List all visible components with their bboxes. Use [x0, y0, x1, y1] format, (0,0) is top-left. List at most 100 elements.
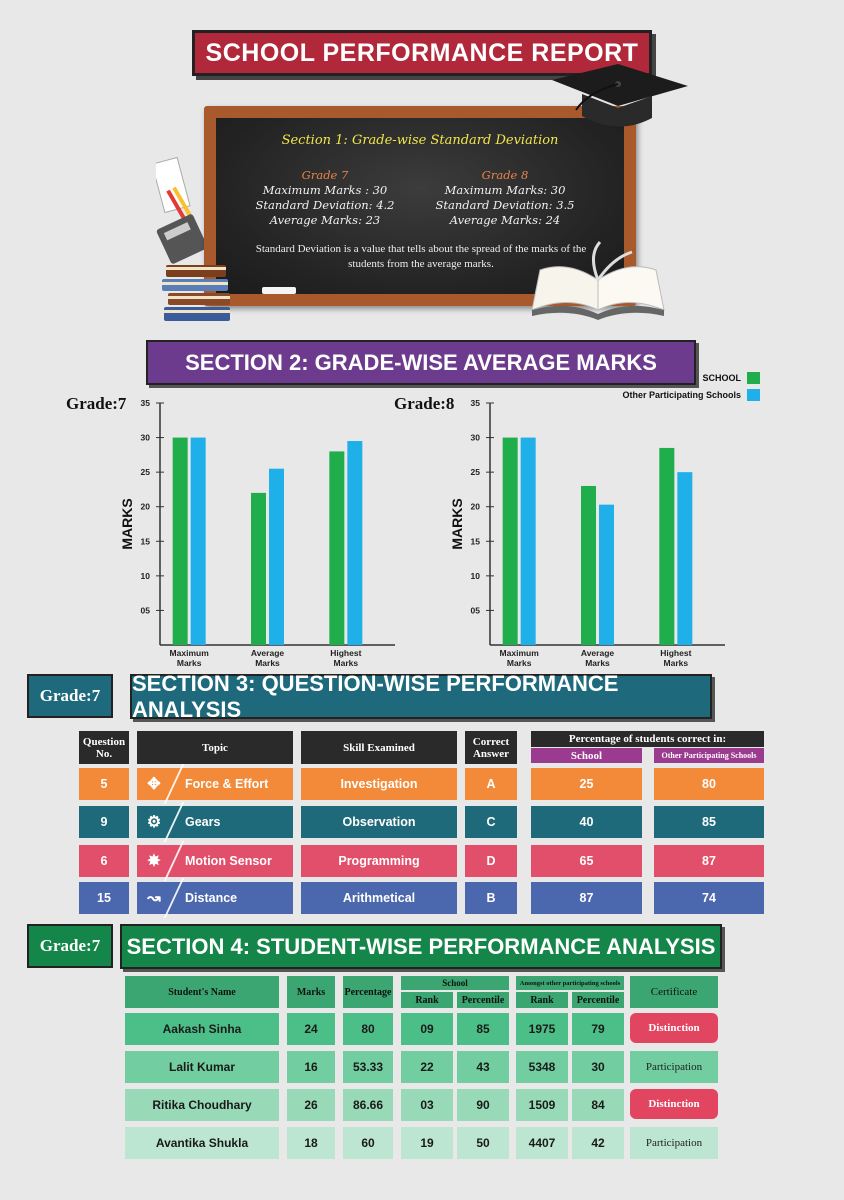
- legend-swatch-school: [747, 372, 760, 384]
- others-percentile-cell: 84: [572, 1089, 624, 1121]
- others-percent-cell: 87: [654, 845, 764, 877]
- school-rank-cell: 22: [401, 1051, 453, 1083]
- bar-school: [581, 485, 596, 645]
- skill-cell: Observation: [301, 806, 457, 838]
- stationery-illustration: [156, 156, 208, 264]
- answer-cell: B: [465, 882, 517, 914]
- col-header-certificate: Certificate: [630, 976, 718, 1008]
- x-tick-label-line2: Marks: [585, 658, 610, 668]
- x-tick-label-line2: Marks: [177, 658, 202, 668]
- x-tick-label-line1: Highest: [660, 648, 691, 658]
- x-tick-label-line1: Average: [581, 648, 615, 658]
- school-percentile-cell: 85: [457, 1013, 509, 1045]
- section3-grade: Grade:7: [27, 674, 113, 718]
- graduation-cap-icon: [552, 64, 688, 127]
- marks-cell: 18: [287, 1127, 335, 1159]
- y-tick-label: 20: [141, 502, 151, 512]
- bar-others: [269, 468, 284, 645]
- school-rank-cell: 03: [401, 1089, 453, 1121]
- grade7-stats: Grade 7 Maximum Marks : 30 Standard Devi…: [240, 168, 410, 228]
- bar-school: [659, 447, 675, 645]
- percentage-cell: 60: [343, 1127, 393, 1159]
- col-header-skill: Skill Examined: [301, 731, 457, 764]
- grade7-sd: Standard Deviation: 4.2: [255, 198, 395, 212]
- col-header-answer: Correct Answer: [465, 731, 517, 764]
- answer-cell: D: [465, 845, 517, 877]
- y-tick-label: 10: [471, 571, 481, 581]
- open-book-icon: [531, 240, 665, 320]
- student-name-cell: Lalit Kumar: [125, 1051, 279, 1083]
- y-tick-label: 25: [471, 467, 481, 477]
- col-header-school-rank: Rank: [401, 992, 453, 1008]
- col-header-others-percentile: Percentile: [572, 992, 624, 1008]
- topic-cell: ⚙ Gears: [137, 802, 293, 842]
- others-percentile-cell: 42: [572, 1127, 624, 1159]
- x-tick-label-line1: Highest: [330, 648, 361, 658]
- question-number-cell: 15: [79, 882, 129, 914]
- school-percent-cell: 40: [531, 806, 642, 838]
- distance-icon: ↝: [147, 890, 161, 907]
- bar-others: [347, 441, 363, 645]
- grade8-bar-chart: MARKS05101520253035MaximumMarksAverageMa…: [449, 398, 725, 668]
- topic-label: Motion Sensor: [185, 854, 272, 868]
- col-header-marks: Marks: [287, 976, 335, 1008]
- question-number-cell: 6: [79, 845, 129, 877]
- x-tick-label-line2: Marks: [255, 658, 280, 668]
- chart-legend: SCHOOL Other Participating Schools: [590, 372, 760, 401]
- legend-item-others: Other Participating Schools: [590, 389, 760, 401]
- bar-others: [520, 437, 536, 645]
- col-header-student-name: Student's Name: [125, 976, 279, 1008]
- school-percentile-cell: 50: [457, 1127, 509, 1159]
- y-tick-label: 25: [141, 467, 151, 477]
- grade7-avg: Average Marks: 23: [269, 213, 381, 227]
- y-axis-label: MARKS: [449, 498, 465, 549]
- section4-grade: Grade:7: [27, 924, 113, 968]
- school-percent-cell: 87: [531, 882, 642, 914]
- grade8-label: Grade 8: [481, 168, 529, 182]
- force-icon: ✥: [147, 776, 161, 793]
- col-header-topic: Topic: [137, 731, 293, 764]
- y-tick-label: 15: [141, 536, 151, 546]
- col-header-school-percentile: Percentile: [457, 992, 509, 1008]
- grade8-stats: Grade 8 Maximum Marks: 30 Standard Devia…: [420, 168, 590, 228]
- certificate-label: Participation: [630, 1127, 718, 1159]
- legend-label-school: SCHOOL: [702, 373, 741, 383]
- grade7-bar-chart: MARKS05101520253035MaximumMarksAverageMa…: [119, 398, 395, 668]
- col-header-others-group: Amongst other participating schools: [516, 976, 624, 990]
- y-tick-label: 30: [471, 433, 481, 443]
- topic-cell: ✸ Motion Sensor: [137, 841, 293, 881]
- col-header-school-group: School: [401, 976, 509, 990]
- section1-title: Section 1: Grade-wise Standard Deviation: [281, 133, 559, 148]
- chalkboard: [216, 118, 624, 294]
- skill-cell: Investigation: [301, 768, 457, 800]
- school-percent-cell: 65: [531, 845, 642, 877]
- student-name-cell: Ritika Choudhary: [125, 1089, 279, 1121]
- bar-others: [190, 437, 206, 645]
- col-header-percentage: Percentage: [343, 976, 393, 1008]
- col-header-school: School: [531, 748, 642, 763]
- others-percent-cell: 80: [654, 768, 764, 800]
- section2-title: SECTION 2: GRADE-WISE AVERAGE MARKS: [146, 340, 696, 385]
- percentage-cell: 80: [343, 1013, 393, 1045]
- y-tick-label: 35: [141, 398, 151, 408]
- certificate-badge: Distinction: [630, 1089, 718, 1119]
- col-header-others-rank: Rank: [516, 992, 568, 1008]
- y-tick-label: 05: [141, 605, 151, 615]
- others-rank-cell: 4407: [516, 1127, 568, 1159]
- legend-swatch-others: [747, 389, 760, 401]
- certificate-label: Participation: [630, 1051, 718, 1083]
- others-rank-cell: 1975: [516, 1013, 568, 1045]
- grade7-label: Grade 7: [301, 168, 349, 182]
- skill-cell: Programming: [301, 845, 457, 877]
- y-tick-label: 15: [471, 536, 481, 546]
- bar-others: [599, 504, 614, 645]
- marks-cell: 16: [287, 1051, 335, 1083]
- grade8-avg: Average Marks: 24: [449, 213, 561, 227]
- bar-school: [172, 437, 188, 645]
- y-tick-label: 20: [471, 502, 481, 512]
- legend-item-school: SCHOOL: [590, 372, 760, 384]
- chart1-title: Grade:7: [66, 394, 127, 413]
- x-tick-label-line2: Marks: [334, 658, 359, 668]
- bar-school: [329, 451, 345, 645]
- skill-cell: Arithmetical: [301, 882, 457, 914]
